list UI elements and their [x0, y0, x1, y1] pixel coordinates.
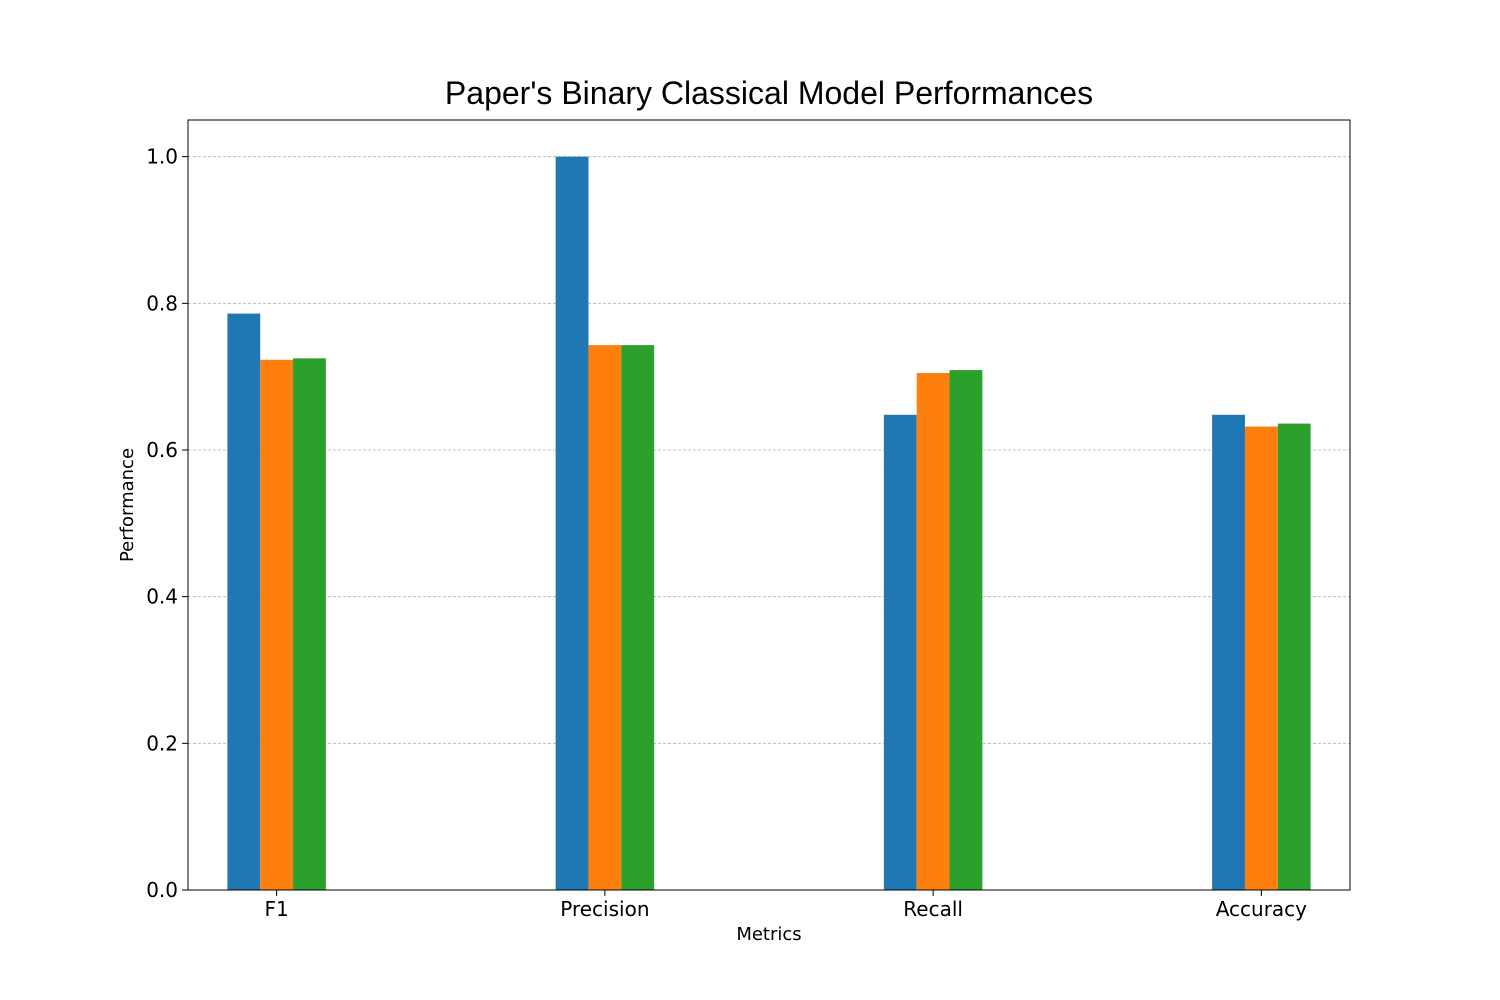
y-axis: 0.0 0.2 0.4 0.6 0.8 1.0	[146, 145, 188, 902]
bar-f1-series-2	[260, 359, 294, 890]
bar-precision-series-1	[555, 156, 589, 890]
bar-f1-series-1	[227, 313, 261, 891]
bars	[227, 156, 1311, 891]
x-tick-label: F1	[265, 897, 289, 921]
y-tick-label: 0.4	[146, 585, 178, 609]
y-axis-label: Performance	[117, 448, 138, 562]
bar-recall-series-3	[949, 370, 983, 891]
x-tick-label: Accuracy	[1216, 897, 1307, 921]
y-tick-label: 1.0	[146, 145, 178, 169]
x-axis-label: Metrics	[736, 924, 801, 945]
y-tick-label: 0.8	[146, 291, 178, 315]
x-tick-label: Precision	[560, 897, 649, 921]
bar-precision-series-3	[621, 345, 655, 891]
x-tick-label: Recall	[903, 897, 963, 921]
x-axis: F1 Precision Recall Accuracy	[265, 890, 1307, 921]
bar-recall-series-2	[916, 373, 950, 890]
grid-lines	[188, 156, 1350, 891]
y-tick-label: 0.0	[146, 878, 178, 902]
bar-accuracy-series-2	[1244, 426, 1278, 890]
plot-frame	[187, 119, 1351, 891]
bar-recall-series-1	[883, 414, 917, 890]
y-tick-label: 0.2	[146, 731, 178, 755]
bar-f1-series-3	[293, 358, 326, 890]
bar-accuracy-series-1	[1212, 414, 1245, 890]
y-tick-label: 0.6	[146, 438, 178, 462]
bar-accuracy-series-3	[1277, 423, 1311, 890]
chart-title: Paper's Binary Classical Model Performan…	[445, 75, 1093, 111]
bar-precision-series-2	[588, 345, 622, 891]
